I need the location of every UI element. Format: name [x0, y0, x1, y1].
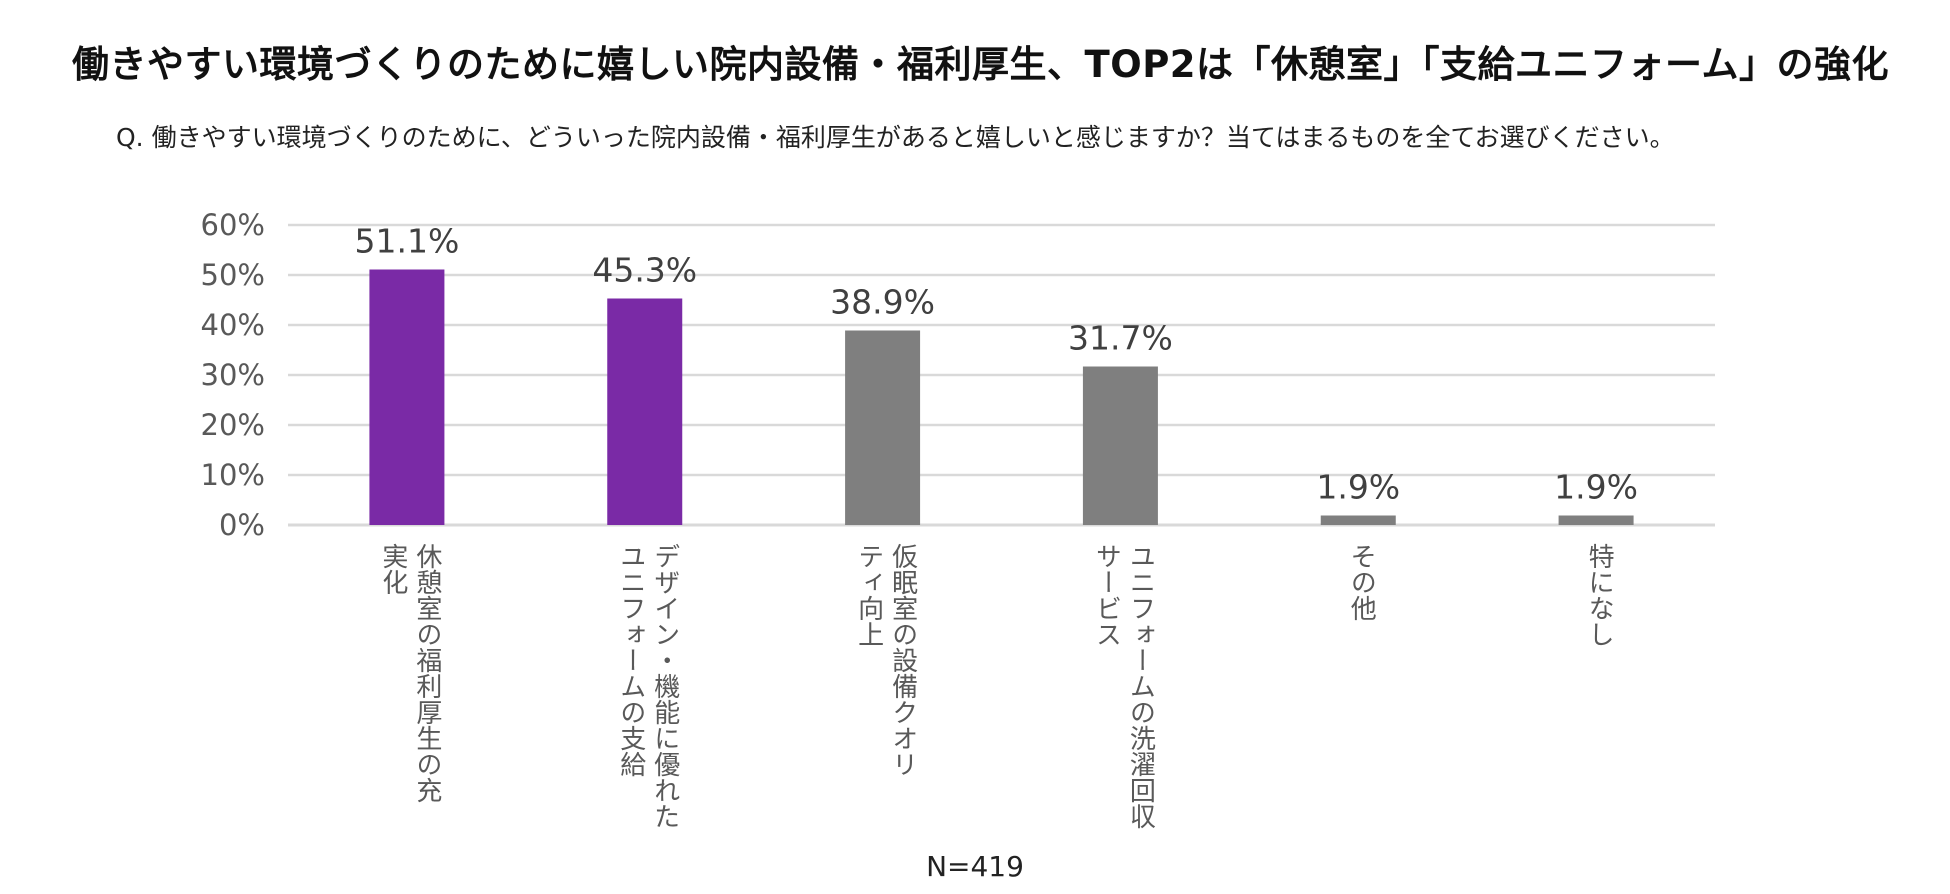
- category-label: ユニフォームの洗濯回収: [1125, 543, 1155, 829]
- category-label: 特になし: [1584, 543, 1614, 647]
- y-tick-label: 10%: [201, 458, 265, 492]
- data-labels: 51.1% 45.3% 38.9% 31.7% 1.9% 1.9%: [354, 222, 1638, 507]
- category-label: サービス: [1091, 543, 1121, 647]
- y-axis: 0% 10% 20% 30% 40% 50% 60%: [201, 208, 265, 542]
- bar: [369, 269, 445, 525]
- category-label: デザイン・機能に優れた: [650, 543, 680, 829]
- bar: [1558, 515, 1634, 525]
- data-label: 31.7%: [1068, 319, 1173, 358]
- y-tick-label: 50%: [201, 258, 265, 292]
- gridlines: [288, 223, 1715, 527]
- chart-title: 働きやすい環境づくりのために嬉しい院内設備・福利厚生、TOP2は「休憩室」「支給…: [72, 43, 1889, 86]
- data-label: 38.9%: [830, 283, 935, 322]
- data-label: 51.1%: [354, 222, 459, 261]
- y-tick-label: 0%: [219, 508, 265, 542]
- category-label: ユニフォームの支給: [616, 543, 646, 777]
- category-label: ティ向上: [854, 543, 884, 647]
- y-tick-label: 30%: [201, 358, 265, 392]
- data-label: 45.3%: [592, 251, 697, 290]
- y-tick-label: 60%: [201, 208, 265, 242]
- category-label: 仮眠室の設備クオリ: [888, 543, 918, 777]
- category-label: その他: [1346, 543, 1376, 621]
- y-tick-label: 20%: [201, 408, 265, 442]
- sample-size-label: N=419: [926, 850, 1024, 883]
- category-label: 実化: [378, 543, 408, 595]
- bar: [1320, 515, 1396, 525]
- category-label: 休憩室の福利厚生の充: [412, 543, 442, 803]
- y-tick-label: 40%: [201, 308, 265, 342]
- data-label: 1.9%: [1316, 468, 1400, 507]
- bar: [845, 330, 921, 525]
- bars: [369, 269, 1634, 525]
- survey-question: Q. 働きやすい環境づくりのために、どういった院内設備・福利厚生があると嬉しいと…: [116, 123, 1675, 152]
- data-label: 1.9%: [1554, 468, 1638, 507]
- bar: [607, 298, 683, 525]
- bar: [1082, 366, 1158, 525]
